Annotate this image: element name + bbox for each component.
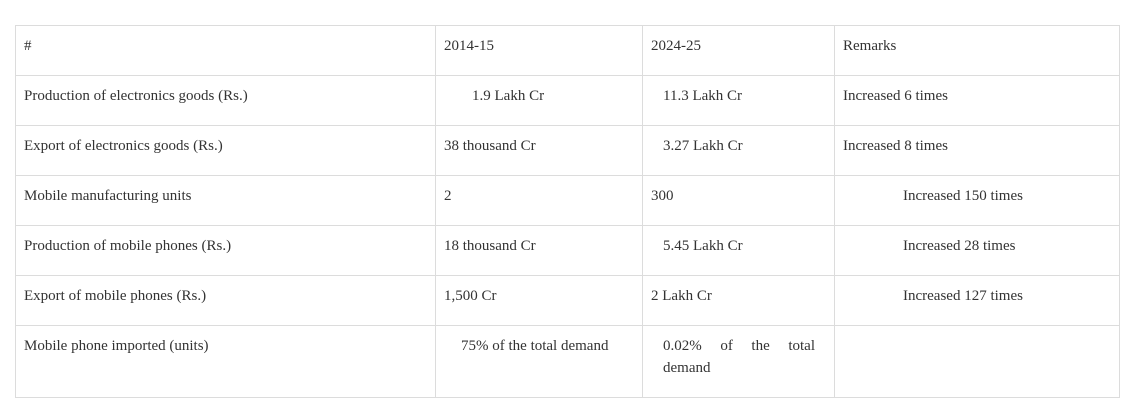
cell-2014: 2 xyxy=(435,175,643,226)
cell-text: Production of mobile phones (Rs.) xyxy=(24,238,232,254)
cell-2024: 3.27 Lakh Cr xyxy=(642,125,835,176)
cell-text: 0.02% of the total demand xyxy=(663,338,815,376)
cell-text: Mobile phone imported (units) xyxy=(24,338,209,354)
cell-2024: 11.3 Lakh Cr xyxy=(642,75,835,126)
cell-remarks xyxy=(834,325,1120,398)
cell-text: 38 thousand Cr xyxy=(444,138,536,154)
cell-2014: 1,500 Cr xyxy=(435,275,643,326)
cell-2014: 38 thousand Cr xyxy=(435,125,643,176)
cell-text xyxy=(843,326,1111,335)
cell-text: 5.45 Lakh Cr xyxy=(663,238,743,254)
row-label: Mobile manufacturing units xyxy=(15,175,436,226)
cell-text: Increased 150 times xyxy=(903,188,1023,204)
cell-text: Export of mobile phones (Rs.) xyxy=(24,288,207,304)
cell-2014: 18 thousand Cr xyxy=(435,225,643,276)
header-label: 2024-25 xyxy=(651,38,701,54)
header-label: 2014-15 xyxy=(444,38,494,54)
table-row: Export of mobile phones (Rs.) 1,500 Cr 2… xyxy=(15,275,1120,326)
electronics-comparison-table: # 2014-15 2024-25 Remarks Production of … xyxy=(15,25,1120,398)
cell-text: 18 thousand Cr xyxy=(444,238,536,254)
cell-text: 1,500 Cr xyxy=(444,288,497,304)
cell-2024: 5.45 Lakh Cr xyxy=(642,225,835,276)
cell-text: 75% of the total demand xyxy=(461,338,609,354)
table-row: Mobile phone imported (units) 75% of the… xyxy=(15,325,1120,398)
cell-remarks: Increased 127 times xyxy=(834,275,1120,326)
cell-text: 300 xyxy=(651,188,674,204)
table-row: Production of mobile phones (Rs.) 18 tho… xyxy=(15,225,1120,276)
cell-2024: 300 xyxy=(642,175,835,226)
cell-text: 2 xyxy=(444,188,452,204)
table-header-row: # 2014-15 2024-25 Remarks xyxy=(15,25,1120,76)
row-label: Export of mobile phones (Rs.) xyxy=(15,275,436,326)
header-cell-2014: 2014-15 xyxy=(435,25,643,76)
cell-2014: 75% of the total demand xyxy=(435,325,643,398)
table-row: Export of electronics goods (Rs.) 38 tho… xyxy=(15,125,1120,176)
cell-2014: 1.9 Lakh Cr xyxy=(435,75,643,126)
cell-text: 3.27 Lakh Cr xyxy=(663,138,743,154)
cell-text: Increased 127 times xyxy=(903,288,1023,304)
cell-text: Export of electronics goods (Rs.) xyxy=(24,138,223,154)
row-label: Mobile phone imported (units) xyxy=(15,325,436,398)
cell-text: Increased 6 times xyxy=(843,88,948,104)
cell-text: 2 Lakh Cr xyxy=(651,288,712,304)
cell-remarks: Increased 6 times xyxy=(834,75,1120,126)
header-cell-2024: 2024-25 xyxy=(642,25,835,76)
header-label: # xyxy=(24,38,32,54)
cell-text: Production of electronics goods (Rs.) xyxy=(24,88,248,104)
cell-text: 11.3 Lakh Cr xyxy=(663,88,743,104)
table-row: Production of electronics goods (Rs.) 1.… xyxy=(15,75,1120,126)
cell-remarks: Increased 150 times xyxy=(834,175,1120,226)
cell-2024: 2 Lakh Cr xyxy=(642,275,835,326)
header-cell-remarks: Remarks xyxy=(834,25,1120,76)
cell-text: Mobile manufacturing units xyxy=(24,188,192,204)
header-label: Remarks xyxy=(843,38,897,54)
row-label: Export of electronics goods (Rs.) xyxy=(15,125,436,176)
cell-text: Increased 28 times xyxy=(903,238,1016,254)
cell-remarks: Increased 28 times xyxy=(834,225,1120,276)
data-table-container: # 2014-15 2024-25 Remarks Production of … xyxy=(15,25,1120,398)
cell-text: 1.9 Lakh Cr xyxy=(472,88,545,104)
cell-text: Increased 8 times xyxy=(843,138,948,154)
row-label: Production of electronics goods (Rs.) xyxy=(15,75,436,126)
row-label: Production of mobile phones (Rs.) xyxy=(15,225,436,276)
cell-remarks: Increased 8 times xyxy=(834,125,1120,176)
table-row: Mobile manufacturing units 2 300 Increas… xyxy=(15,175,1120,226)
cell-2024: 0.02% of the total demand xyxy=(642,325,835,398)
header-cell-index: # xyxy=(15,25,436,76)
